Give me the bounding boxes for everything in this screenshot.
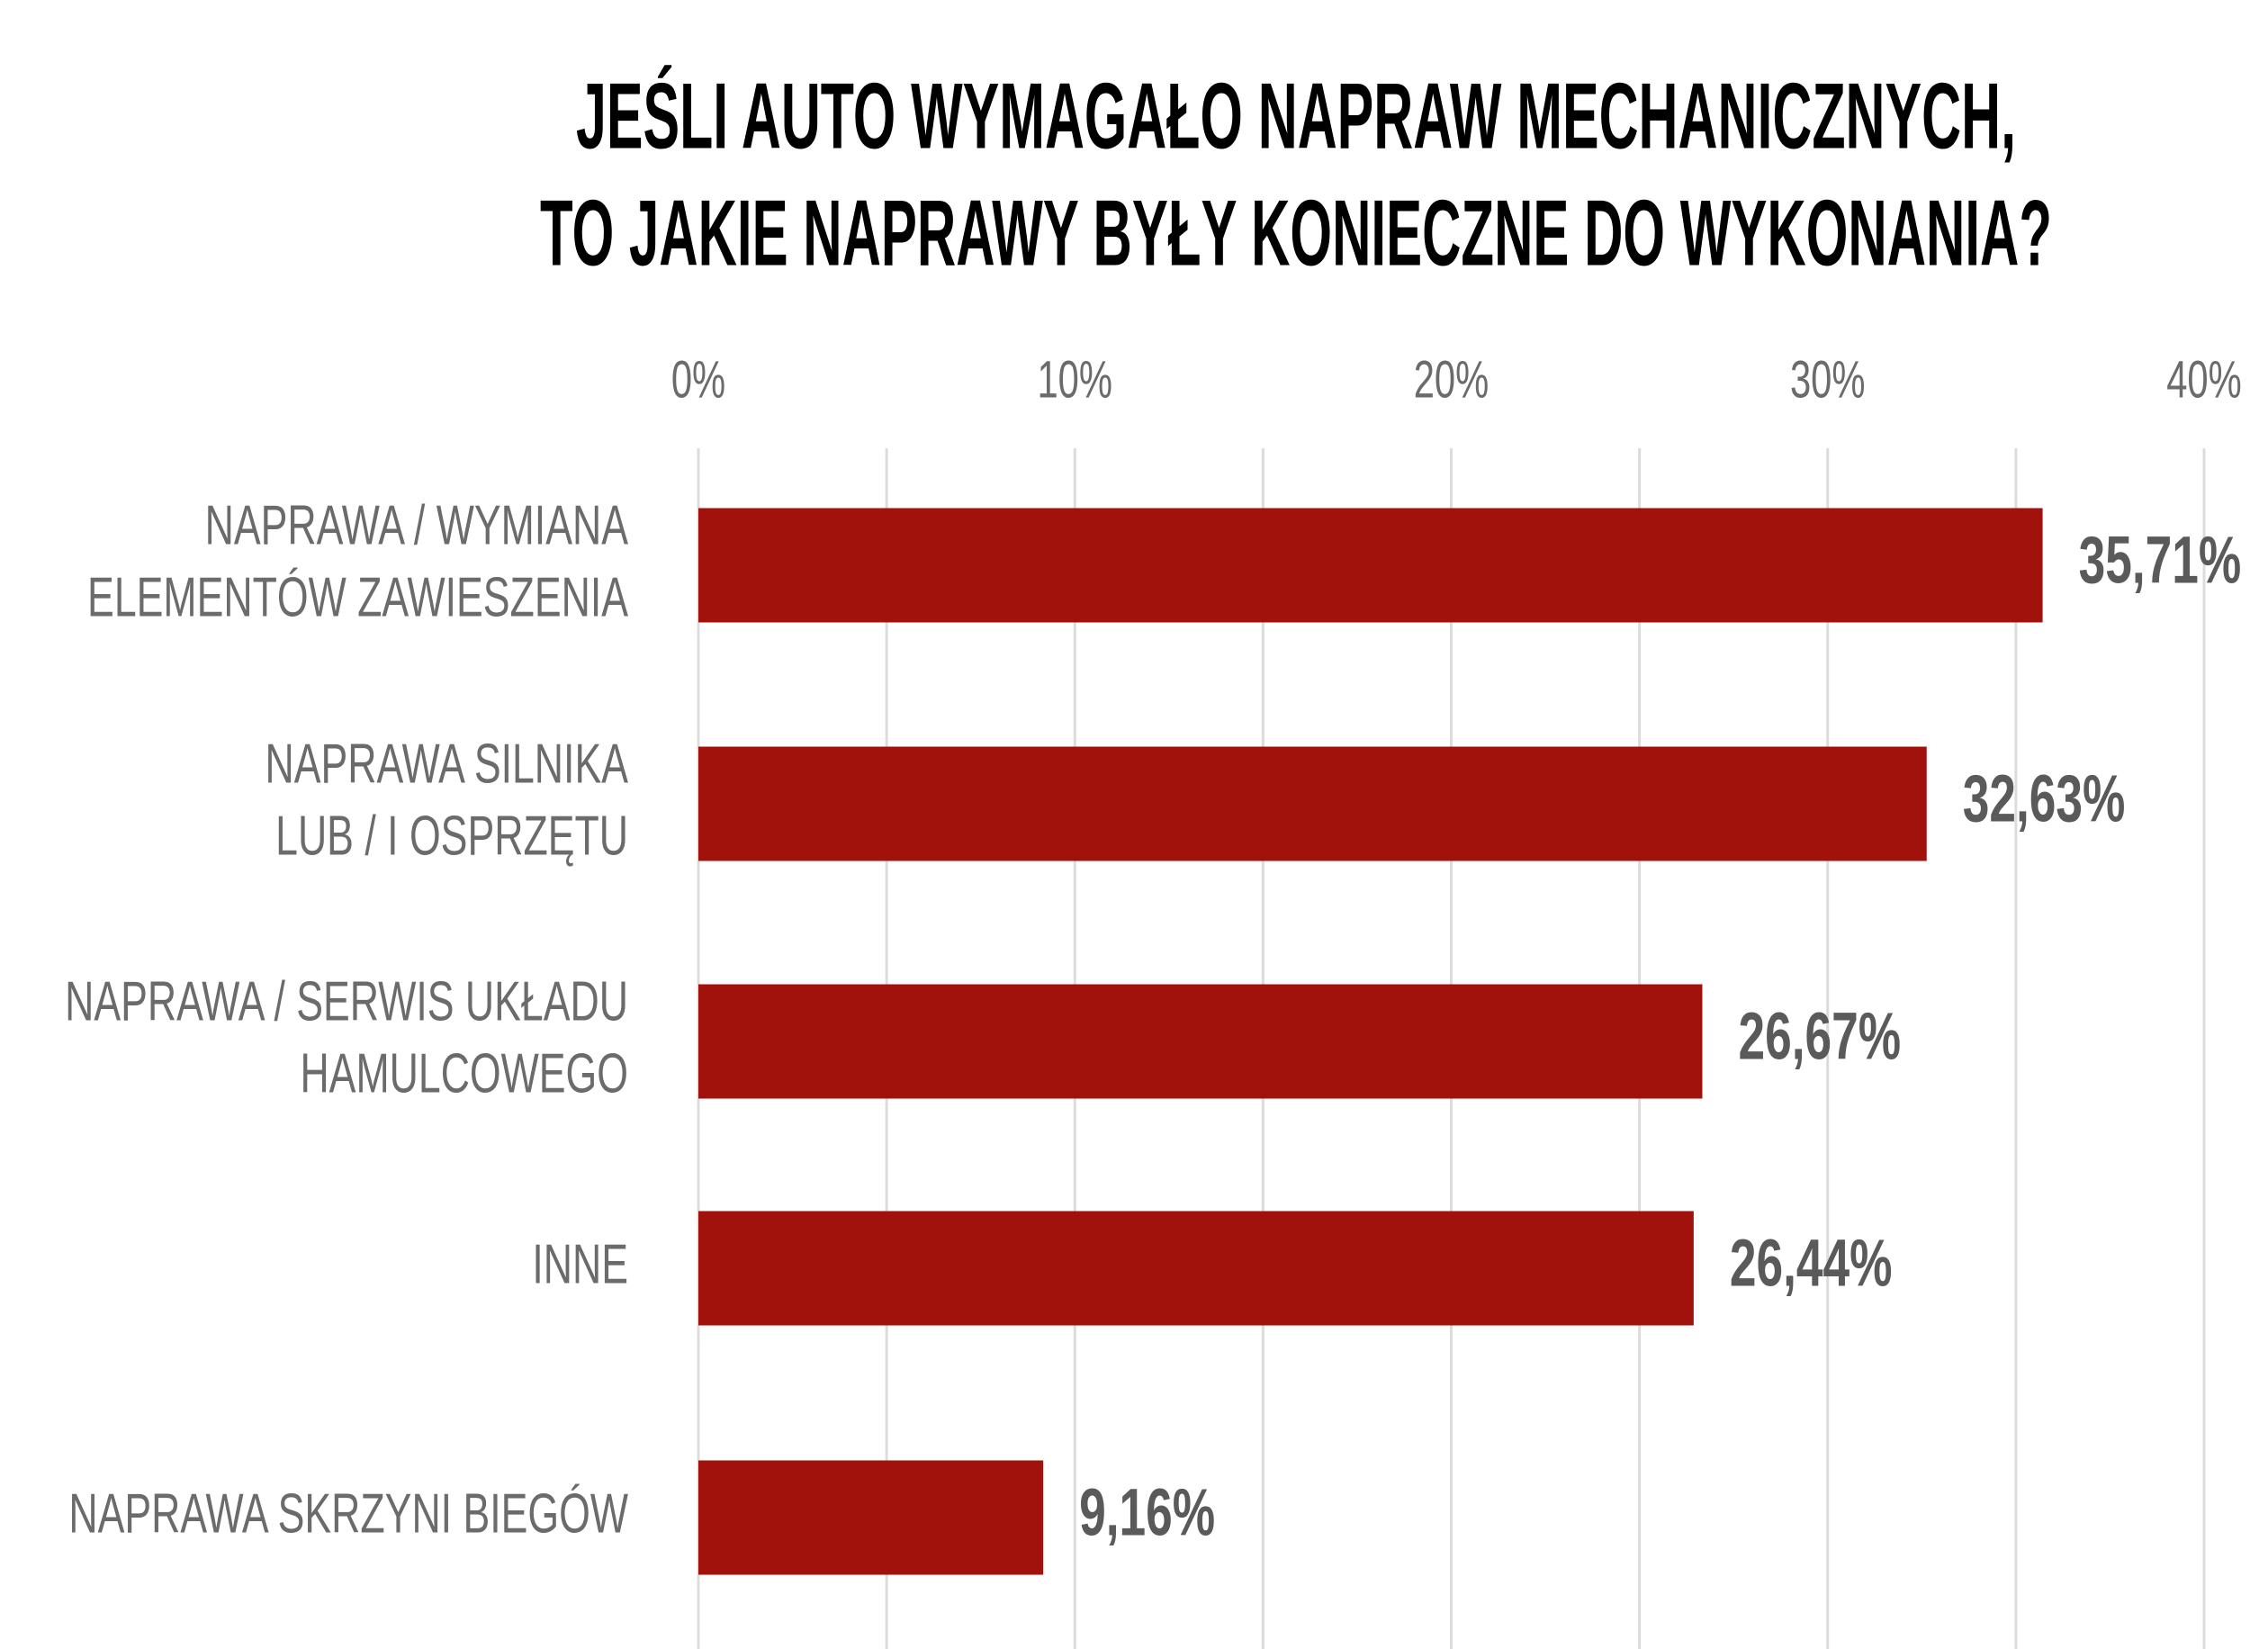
chart-title: JEŚLI AUTO WYMAGAŁO NAPRAW MECHANICZNYCH… — [576, 64, 2016, 168]
y-tick-label: NAPRAWA / WYMIANA — [205, 494, 628, 556]
y-tick-label: HAMULCOWEGO — [300, 1042, 628, 1104]
value-label: 9,16% — [1079, 1475, 1215, 1550]
y-tick-label: ELEMENTÓW ZAWIESZENIA — [87, 566, 628, 628]
x-tick-label: 0% — [671, 350, 725, 409]
bar — [698, 746, 1927, 861]
value-label: 32,63% — [1963, 761, 2126, 836]
y-tick-label: NAPRAWA / SERWIS UKŁADU — [65, 970, 628, 1032]
value-label: 35,71% — [2079, 523, 2242, 598]
y-tick-label: NAPRAWA SILNIKA — [266, 733, 628, 795]
chart-title: TO JAKIE NAPRAWY BYŁY KONIECZNE DO WYKON… — [540, 181, 2052, 285]
bar — [698, 984, 1703, 1099]
y-tick-label: LUB / I OSPRZĘTU — [275, 805, 628, 867]
x-tick-label: 40% — [2166, 350, 2242, 409]
x-tick-label: 20% — [1414, 350, 1490, 409]
y-tick-label: INNE — [532, 1233, 628, 1295]
bar — [698, 1211, 1694, 1326]
y-tick-label: NAPRAWA SKRZYNI BIEGÓW — [68, 1482, 628, 1545]
bar — [698, 508, 2043, 623]
value-label: 26,67% — [1738, 999, 1901, 1074]
x-tick-label: 30% — [1790, 350, 1866, 409]
value-label: 26,44% — [1730, 1226, 1893, 1301]
x-tick-label: 10% — [1037, 350, 1112, 409]
bar — [698, 1460, 1044, 1575]
